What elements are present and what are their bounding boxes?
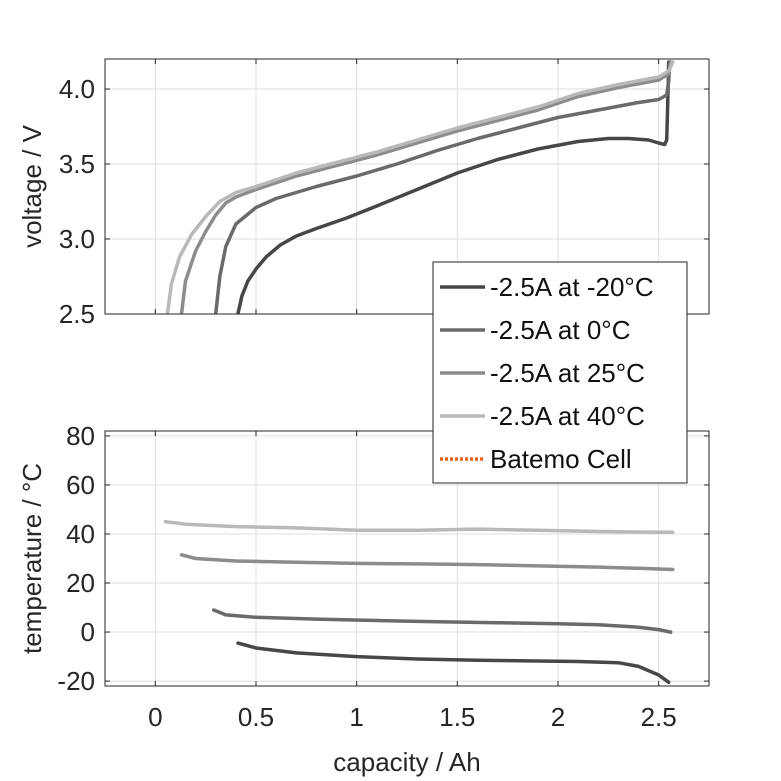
y-tick-label: 80 [66,421,95,451]
y-tick-label: 3.0 [59,224,95,254]
y-tick-label: 20 [66,568,95,598]
x-tick-label: 2.5 [641,702,677,732]
x-tick-label: 1.5 [439,702,475,732]
legend-label: -2.5A at 0°C [490,315,630,345]
series-line-2 [179,60,673,314]
temperature-axis-label: temperature / °C [17,463,47,654]
y-tick-label: 60 [66,470,95,500]
x-tick-label: 0.5 [238,702,274,732]
y-tick-label: 0 [81,617,95,647]
series-line-3 [165,60,675,314]
legend-label: -2.5A at 40°C [490,401,645,431]
capacity-axis-label: capacity / Ah [333,747,480,777]
series-line-2 [179,553,675,572]
legend-label: -2.5A at -20°C [490,272,654,302]
voltage-panel: 2.5 3.0 3.5 4.0 [59,58,710,329]
series-line-1 [211,608,673,634]
x-tick-label: 0 [148,702,162,732]
y-tick-label: 40 [66,519,95,549]
y-tick-label: 3.5 [59,149,95,179]
y-tick-label: 4.0 [59,74,95,104]
y-tick-label: -20 [57,666,95,696]
legend-label: Batemo Cell [490,444,632,474]
axes-box [104,430,710,687]
x-tick-label: 1 [349,702,363,732]
series-line-0 [236,60,671,314]
series-line-0 [236,641,671,685]
x-tick-label: 2 [551,702,565,732]
series-line-3 [163,519,675,535]
series-line-1 [213,60,672,314]
axes-box [104,58,710,315]
voltage-axis-label: voltage / V [17,124,47,248]
legend: -2.5A at -20°C -2.5A at 0°C -2.5A at 25°C -… [432,261,688,484]
y-tick-label: 2.5 [59,299,95,329]
legend-label: -2.5A at 25°C [490,358,645,388]
